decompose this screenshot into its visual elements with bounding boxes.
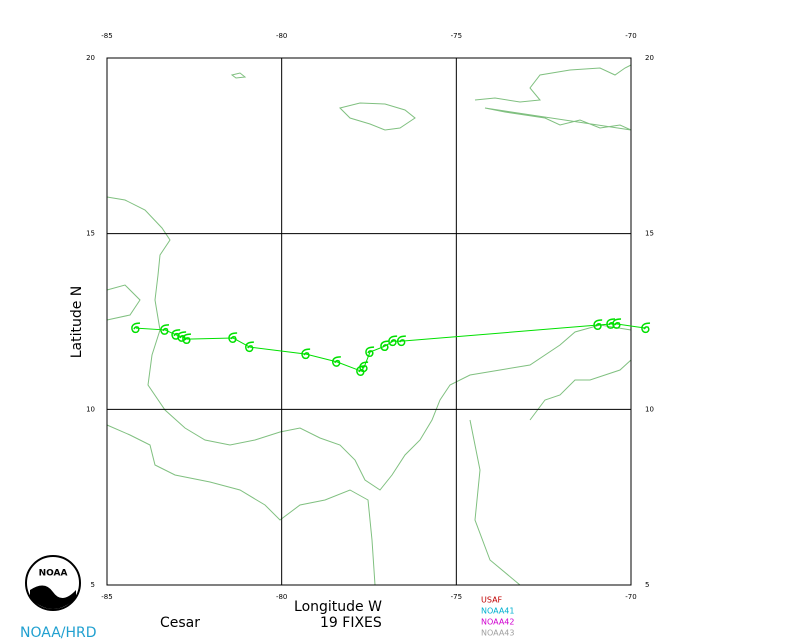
fix-symbol (606, 318, 616, 329)
credit: NOAA/HRD (20, 625, 97, 640)
y-tick-label: 20 (645, 54, 654, 62)
y-tick-label: 20 (86, 54, 95, 62)
fix-symbol (182, 333, 192, 345)
x-tick-label: -75 (451, 593, 462, 601)
y-tick-label: 15 (645, 230, 654, 238)
x-tick-label: -75 (451, 32, 462, 40)
legend-entry: NOAA41 (481, 607, 515, 616)
fix-symbol (641, 322, 651, 334)
storm-name: Cesar (160, 615, 200, 631)
x-tick-label: -80 (276, 593, 287, 601)
coastlines (106, 64, 632, 586)
fix-symbol (228, 332, 238, 343)
x-axis-label: Longitude W (294, 599, 382, 615)
fix-symbol (356, 365, 365, 376)
y-tick-label: 10 (645, 405, 654, 413)
fix-symbol (301, 348, 311, 360)
x-tick-label: -85 (101, 593, 112, 601)
x-tick-label: -70 (625, 593, 636, 601)
fix-symbol (245, 341, 254, 353)
x-tick-label: -70 (625, 32, 636, 40)
noaa-logo: NOAA (25, 555, 81, 611)
fix-symbol (396, 335, 406, 347)
y-tick-label: 10 (86, 405, 95, 413)
x-tick-label: -80 (276, 32, 287, 40)
fix-symbol (380, 340, 390, 352)
x-tick-label: -85 (101, 32, 112, 40)
fix-symbol (131, 322, 141, 334)
track-line (135, 323, 647, 372)
logo-text: NOAA (39, 569, 68, 579)
legend-entry: USAF (481, 596, 503, 605)
fix-symbol (593, 319, 603, 330)
y-tick-label: 5 (91, 581, 95, 589)
fix-count: 19 FIXES (320, 615, 382, 631)
y-tick-label: 15 (86, 230, 95, 238)
y-tick-label: 5 (645, 581, 649, 589)
fix-symbol (388, 335, 398, 347)
fix-symbol (171, 329, 181, 340)
legend-entry: NOAA42 (481, 618, 515, 627)
fix-symbol (332, 356, 341, 367)
fix-symbol (612, 318, 622, 329)
fix-symbol (160, 324, 170, 335)
y-axis-label: Latitude N (69, 286, 85, 359)
fix-symbol (365, 346, 375, 358)
legend-entry: NOAA43 (481, 629, 515, 638)
